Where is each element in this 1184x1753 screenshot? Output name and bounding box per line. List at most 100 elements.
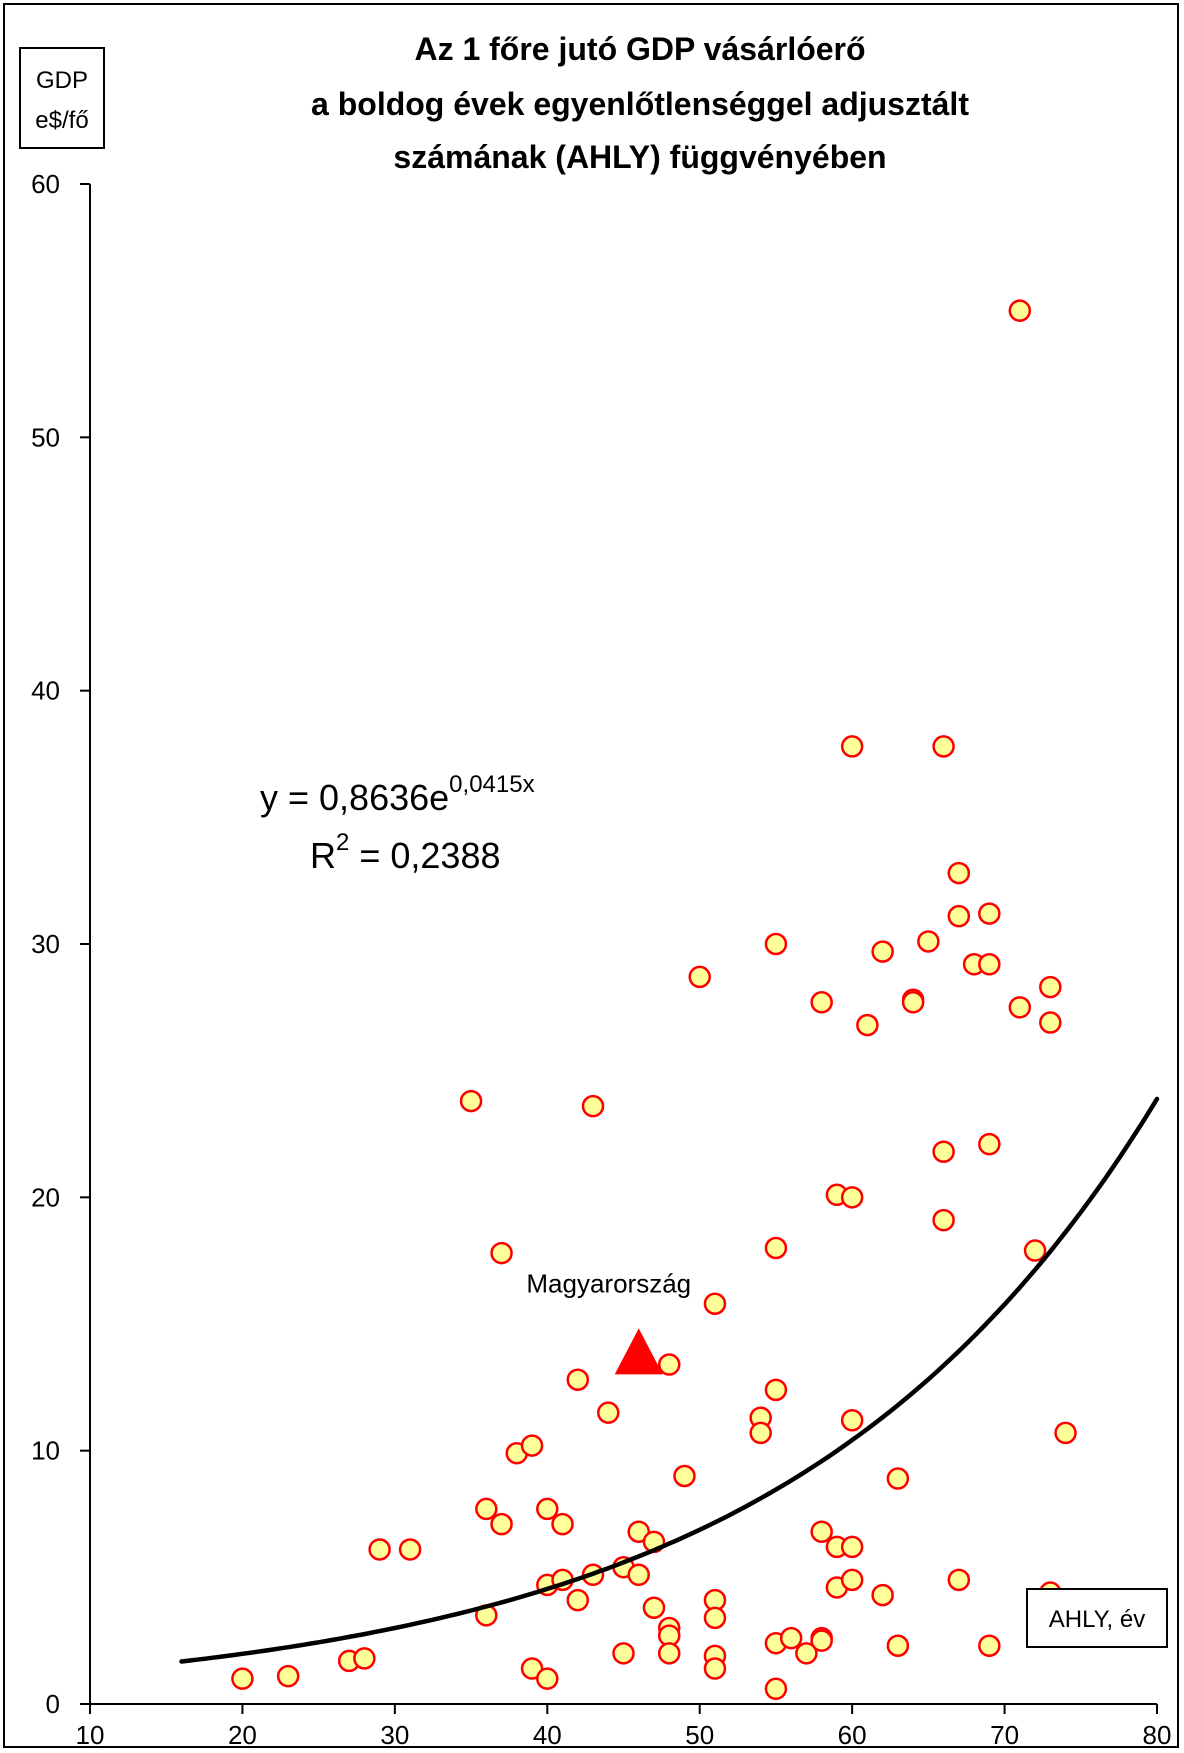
data-point: [932, 1140, 955, 1163]
y-axis-label-line-2: e$/fő: [35, 107, 88, 134]
data-point: [1023, 1239, 1047, 1262]
data-point: [840, 1568, 864, 1592]
data-point: [978, 1132, 1001, 1156]
data-point: [764, 1236, 788, 1260]
data-point: [459, 1089, 483, 1113]
x-tick-label: 80: [1143, 1720, 1172, 1750]
data-point: [612, 1642, 635, 1665]
highlight-marker-group: Magyarország: [526, 1268, 691, 1375]
data-point: [1039, 1011, 1062, 1034]
data-point: [657, 1353, 681, 1376]
data-point: [947, 861, 971, 885]
y-tick-label: 40: [31, 676, 60, 706]
y-tick-label: 30: [31, 929, 60, 959]
data-point: [642, 1596, 666, 1619]
data-point: [840, 1535, 864, 1559]
data-point: [536, 1667, 559, 1690]
y-tick-label: 20: [31, 1182, 60, 1212]
data-point: [536, 1497, 559, 1521]
data-point: [749, 1421, 772, 1445]
data-point: [627, 1563, 650, 1587]
data-point: [566, 1368, 590, 1391]
data-point: [901, 991, 925, 1014]
data-point: [627, 1520, 650, 1543]
data-point: [871, 1583, 894, 1607]
data-point: [1054, 1421, 1077, 1445]
data-point: [688, 965, 711, 989]
axes: [89, 184, 1157, 1705]
data-point: [1008, 996, 1032, 1019]
chart-title-line-2: a boldog évek egyenlőtlenséggel adjusztá…: [311, 86, 969, 122]
data-point: [520, 1434, 544, 1457]
data-point: [566, 1588, 590, 1612]
data-point: [932, 735, 955, 758]
y-axis-ticks: 0 10 20 30 40 50 60: [31, 169, 90, 1719]
r-squared-text: R2 = 0,2388: [310, 829, 501, 876]
x-tick-label: 60: [838, 1720, 867, 1750]
x-axis-label: AHLY, év: [1049, 1606, 1146, 1633]
data-point: [947, 904, 971, 928]
y-axis-label-box: GDP e$/fő: [19, 47, 105, 149]
data-point: [597, 1401, 620, 1424]
r-squared-label: R: [310, 835, 336, 876]
data-point: [886, 1634, 910, 1657]
chart-title: Az 1 főre jutó GDP vásárlóerő a boldog é…: [311, 31, 969, 175]
equation-main: y = 0,8636e: [260, 777, 449, 818]
data-point: [490, 1512, 513, 1536]
exponential-trendline: [179, 1096, 1160, 1664]
y-tick-label: 60: [31, 169, 60, 199]
x-tick-label: 70: [990, 1720, 1019, 1750]
data-point: [703, 1657, 727, 1680]
x-axis-label-box: AHLY, év: [1026, 1588, 1168, 1648]
y-tick-label: 10: [31, 1436, 60, 1466]
data-point: [673, 1464, 696, 1488]
data-point: [978, 1634, 1001, 1657]
data-point: [231, 1667, 254, 1690]
data-point: [353, 1647, 376, 1670]
data-point: [1008, 299, 1032, 322]
data-point: [764, 932, 788, 956]
highlight-marker-triangle: [614, 1328, 663, 1375]
y-axis-label-line-1: GDP: [36, 67, 88, 94]
data-point: [551, 1512, 574, 1536]
data-point: [657, 1642, 681, 1665]
data-point: [779, 1626, 803, 1650]
trendline-equation: y = 0,8636e0,0415x R2 = 0,2388: [260, 771, 535, 876]
y-tick-label: 0: [46, 1689, 60, 1719]
data-point: [840, 1186, 864, 1209]
r-squared-superscript: 2: [336, 829, 349, 856]
data-point: [810, 1629, 833, 1652]
data-point: [764, 1378, 788, 1402]
data-point: [475, 1497, 498, 1521]
highlight-label: Magyarország: [526, 1268, 691, 1298]
data-point: [490, 1241, 513, 1265]
data-point: [871, 940, 894, 963]
data-point: [947, 1568, 971, 1592]
y-tick-label: 50: [31, 422, 60, 452]
x-tick-label: 30: [380, 1720, 409, 1750]
data-point: [520, 1657, 544, 1680]
data-point: [917, 930, 940, 953]
data-point: [978, 953, 1001, 976]
x-axis-ticks: 10 20 30 40 50 60 70 80: [76, 1704, 1172, 1750]
x-tick-label: 20: [228, 1720, 257, 1750]
data-point: [368, 1538, 391, 1561]
x-tick-label: 40: [533, 1720, 562, 1750]
chart-frame: [3, 3, 1179, 1748]
data-point: [840, 735, 864, 758]
data-points: [231, 299, 1077, 1701]
equation-exponent: 0,0415x: [449, 771, 534, 798]
equation-text: y = 0,8636e0,0415x: [260, 771, 535, 818]
data-point: [764, 1677, 788, 1701]
data-point: [856, 1013, 879, 1037]
data-point: [398, 1538, 422, 1561]
data-point: [932, 1208, 955, 1232]
data-point: [1039, 975, 1062, 999]
chart-title-line-3: számának (AHLY) függvényében: [393, 139, 886, 175]
data-point: [840, 1409, 864, 1432]
data-point: [276, 1664, 300, 1688]
chart-title-line-1: Az 1 főre jutó GDP vásárlóerő: [414, 31, 865, 67]
data-point: [703, 1292, 727, 1315]
data-point: [810, 1520, 833, 1543]
